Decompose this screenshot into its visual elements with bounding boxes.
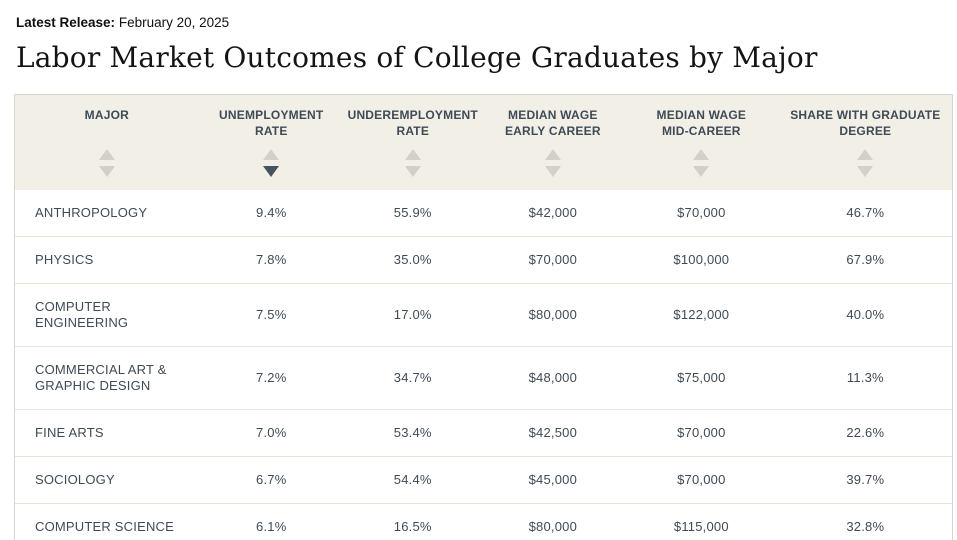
sort-desc-arrow-icon[interactable]: [693, 166, 710, 177]
sort-asc-arrow-icon[interactable]: [693, 149, 710, 160]
sort-asc-arrow-icon[interactable]: [544, 149, 561, 160]
table-row: SOCIOLOGY 6.7% 54.4% $45,000 $70,000 39.7%: [15, 457, 952, 504]
column-label: MEDIAN WAGE MID-CAREER: [656, 108, 747, 138]
column-header[interactable]: SHARE WITH GRADUATE DEGREE: [778, 95, 952, 190]
value-cell: 39.7%: [778, 457, 952, 504]
value-cell: $42,000: [481, 190, 625, 237]
value-cell: $48,000: [481, 347, 625, 410]
sort-desc-arrow-icon[interactable]: [98, 166, 115, 177]
value-cell: $42,500: [481, 410, 625, 457]
value-cell: 35.0%: [343, 237, 482, 284]
table-row: COMPUTER SCIENCE 6.1% 16.5% $80,000 $115,000…: [15, 504, 952, 540]
value-cell: $115,000: [624, 504, 779, 540]
value-cell: $70,000: [624, 190, 779, 237]
sort-desc-arrow-icon[interactable]: [544, 166, 561, 177]
value-cell: $80,000: [481, 504, 625, 540]
sort-desc-arrow-icon[interactable]: [857, 166, 874, 177]
page-title: Labor Market Outcomes of College Graduat…: [16, 41, 818, 74]
value-cell: 32.8%: [778, 504, 952, 540]
sort-asc-arrow-icon[interactable]: [98, 149, 115, 160]
value-cell: 67.9%: [778, 237, 952, 284]
value-cell: $45,000: [481, 457, 625, 504]
column-label: UNEMPLOYMENT RATE: [219, 108, 324, 138]
outcomes-table: MAJOR UNEMPLOYMENT RATE UNDEREMPLOYMENT …: [14, 94, 953, 540]
value-cell: 16.5%: [343, 504, 482, 540]
sort-control[interactable]: [544, 149, 561, 177]
header-row: MAJOR UNEMPLOYMENT RATE UNDEREMPLOYMENT …: [15, 95, 952, 190]
table-row: FINE ARTS 7.0% 53.4% $42,500 $70,000 22.6%: [15, 410, 952, 457]
value-cell: 7.8%: [198, 237, 344, 284]
major-cell: COMMERCIAL ART & GRAPHIC DESIGN: [15, 347, 199, 410]
value-cell: 55.9%: [343, 190, 482, 237]
sort-control[interactable]: [693, 149, 710, 177]
value-cell: 22.6%: [778, 410, 952, 457]
major-cell: COMPUTER SCIENCE: [15, 504, 199, 540]
sort-control[interactable]: [98, 149, 115, 177]
sort-desc-arrow-icon[interactable]: [263, 166, 280, 177]
value-cell: 46.7%: [778, 190, 952, 237]
column-header[interactable]: UNEMPLOYMENT RATE: [198, 95, 344, 190]
column-header[interactable]: MEDIAN WAGE EARLY CAREER: [481, 95, 625, 190]
column-header[interactable]: MEDIAN WAGE MID-CAREER: [624, 95, 779, 190]
sort-asc-arrow-icon[interactable]: [857, 149, 874, 160]
outcomes-table-wrap: MAJOR UNEMPLOYMENT RATE UNDEREMPLOYMENT …: [14, 94, 953, 540]
table-row: ANTHROPOLOGY 9.4% 55.9% $42,000 $70,000 46.7%: [15, 190, 952, 237]
latest-release-date: February 20, 2025: [118, 15, 230, 30]
table-row: COMMERCIAL ART & GRAPHIC DESIGN 7.2% 34.7%…: [15, 347, 952, 410]
value-cell: $80,000: [481, 284, 625, 347]
value-cell: 7.5%: [198, 284, 344, 347]
table-body: ANTHROPOLOGY 9.4% 55.9% $42,000 $70,000 46.7%…: [15, 190, 952, 540]
column-label: SHARE WITH GRADUATE DEGREE: [790, 108, 941, 138]
value-cell: $75,000: [624, 347, 779, 410]
column-label: MAJOR: [84, 108, 129, 122]
major-cell: SOCIOLOGY: [15, 457, 199, 504]
value-cell: $122,000: [624, 284, 779, 347]
major-cell: FINE ARTS: [15, 410, 199, 457]
value-cell: $70,000: [481, 237, 625, 284]
value-cell: 6.7%: [198, 457, 344, 504]
value-cell: 54.4%: [343, 457, 482, 504]
value-cell: $70,000: [624, 410, 779, 457]
value-cell: 34.7%: [343, 347, 482, 410]
latest-release-line: Latest Release: February 20, 2025: [16, 14, 957, 32]
major-cell: ANTHROPOLOGY: [15, 190, 199, 237]
value-cell: 53.4%: [343, 410, 482, 457]
sort-control[interactable]: [404, 149, 421, 177]
column-label: MEDIAN WAGE EARLY CAREER: [504, 108, 601, 138]
column-label: UNDEREMPLOYMENT RATE: [347, 108, 478, 138]
sort-control[interactable]: [857, 149, 874, 177]
table-row: PHYSICS 7.8% 35.0% $70,000 $100,000 67.9%: [15, 237, 952, 284]
value-cell: 6.1%: [198, 504, 344, 540]
value-cell: $100,000: [624, 237, 779, 284]
value-cell: 11.3%: [778, 347, 952, 410]
column-header[interactable]: UNDEREMPLOYMENT RATE: [343, 95, 482, 190]
sort-control[interactable]: [263, 149, 280, 177]
value-cell: 7.2%: [198, 347, 344, 410]
value-cell: 9.4%: [198, 190, 344, 237]
major-cell: COMPUTER ENGINEERING: [15, 284, 199, 347]
value-cell: $70,000: [624, 457, 779, 504]
sort-asc-arrow-icon[interactable]: [404, 149, 421, 160]
column-header[interactable]: MAJOR: [15, 95, 199, 190]
sort-asc-arrow-icon[interactable]: [263, 149, 280, 160]
table-row: COMPUTER ENGINEERING 7.5% 17.0% $80,000 $122…: [15, 284, 952, 347]
value-cell: 17.0%: [343, 284, 482, 347]
sort-desc-arrow-icon[interactable]: [404, 166, 421, 177]
value-cell: 40.0%: [778, 284, 952, 347]
latest-release-label: Latest Release:: [16, 15, 116, 30]
major-cell: PHYSICS: [15, 237, 199, 284]
value-cell: 7.0%: [198, 410, 344, 457]
